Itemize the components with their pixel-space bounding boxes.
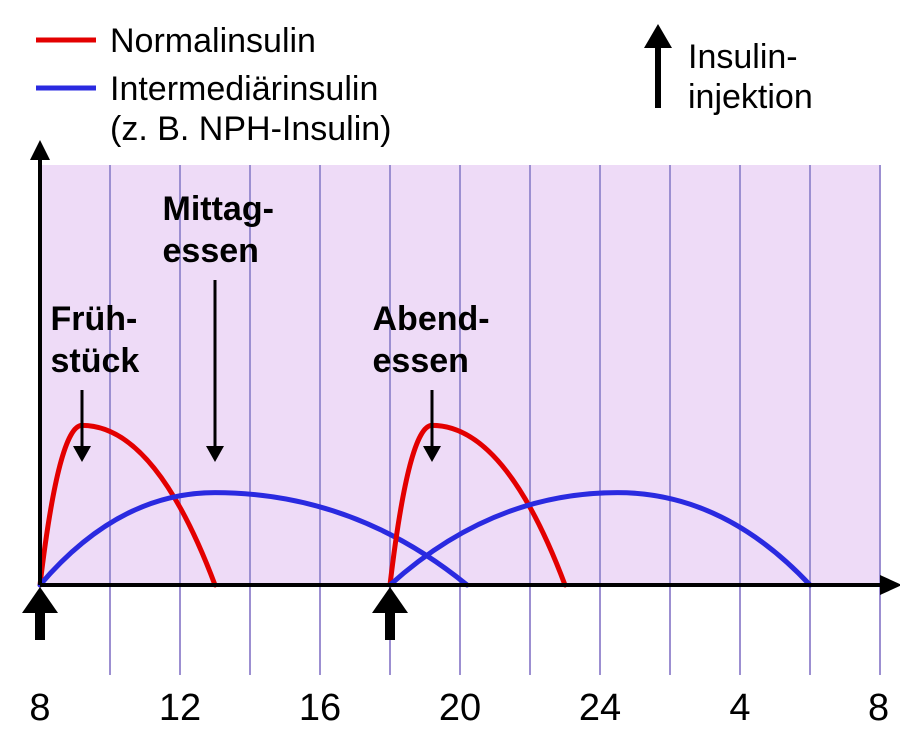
y-axis-arrow [30,140,50,160]
x-label-0: 8 [29,687,50,729]
legend-arrow-label-2: injektion [688,78,813,116]
x-label-6: 8 Uhr [868,687,900,729]
legend [36,40,96,88]
x-axis-arrow [880,575,900,595]
legend-sublabel: (z. B. NPH-Insulin) [110,110,392,148]
annot-mittagessen-l1: Mittag- [163,190,274,228]
x-label-5: 4 [729,687,750,729]
x-label-1: 12 [159,687,201,729]
legend-arrow [644,24,672,108]
annot-abendessen-l2: essen [373,342,469,380]
legend-label-0: Normalinsulin [110,22,316,60]
annot-abendessen-l1: Abend- [373,300,490,338]
legend-arrow-label-1: Insulin- [688,38,798,76]
annot-fruehstueck-l2: stück [51,342,140,380]
x-label-4: 24 [579,687,621,729]
injection-arrowhead-0 [22,587,58,613]
x-label-2: 16 [299,687,341,729]
legend-label-1: Intermediärinsulin [110,70,378,108]
x-label-3: 20 [439,687,481,729]
injection-arrowhead-1 [372,587,408,613]
annot-mittagessen-l2: essen [163,232,259,270]
annot-fruehstueck-l1: Früh- [51,300,138,338]
